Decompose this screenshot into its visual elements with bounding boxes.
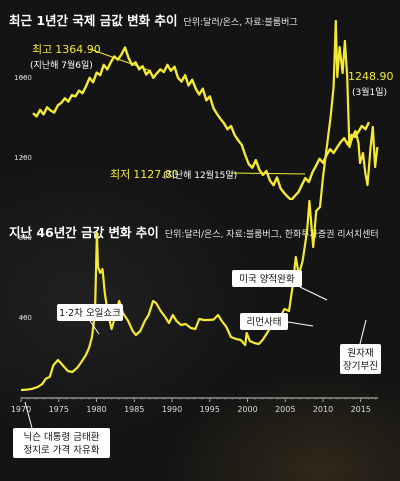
chart2-xtick-label: 2005 — [275, 405, 295, 414]
chart1-min-date: (지난해 12월15일) — [163, 169, 237, 181]
chart1-plot: 최고 1364.90 (지난해 7월6일) 1248.90 (3월1일) 최저 11… — [30, 43, 394, 200]
chart2-unit: 단위:달러/온스, 자료:블룸버그, 한화투자증권 리서치센터 — [164, 230, 379, 240]
chart1-last-value: 1248.90 — [348, 70, 394, 83]
chart2-annotation-label: 리먼사태 — [247, 317, 282, 328]
chart2-xtick-label: 2015 — [351, 405, 371, 414]
chart2-xtick-label: 1995 — [200, 405, 220, 414]
chart2-series-line — [20, 19, 379, 392]
chart2-xtick-label: 1985 — [124, 405, 144, 414]
chart2-xtick-label: 2010 — [313, 405, 333, 414]
chart2-callout-leader — [299, 286, 328, 301]
chart2-callout-leader — [89, 320, 100, 335]
chart1-title: 최근 1년간 국제 금값 변화 추이 단위:달러/온스, 자료:블룸버그 — [9, 10, 298, 29]
chart2-annotation-label: 1·2차 오일쇼크 — [59, 307, 121, 319]
chart2-ytick-label: 1200 — [14, 154, 32, 162]
chart2-callout-box — [57, 304, 123, 321]
chart2-xtick-label: 1990 — [162, 405, 182, 414]
chart2-title: 지난 46년간 금값 변화 추이 단위:달러/온스, 자료:블룸버그, 한화투자증… — [9, 222, 379, 241]
chart2-ytick-label: 800 — [19, 234, 32, 242]
chart2-callout-leader — [287, 321, 314, 327]
chart2-annotation-label: 미국 양적완화 — [239, 273, 295, 285]
chart2-callout-box — [232, 270, 302, 287]
chart1-series-line — [32, 46, 371, 200]
chart1-last-date: (3월1일) — [352, 86, 387, 98]
chart2-xtick-label: 1970 — [11, 405, 31, 414]
chart2-xtick-label: 1980 — [86, 405, 106, 414]
chart2-xtick-label: 1975 — [49, 405, 69, 414]
chart2-title-text: 지난 46년간 금값 변화 추이 — [9, 225, 159, 240]
chart1-unit: 단위:달러/온스, 자료:블룸버그 — [183, 18, 298, 28]
chart2-callout-box — [240, 313, 288, 330]
chart2-callout-oil-shock: 1·2차 오일쇼크 — [57, 304, 123, 335]
chart1-max-date: (지난해 7월6일) — [30, 59, 93, 71]
chart2-callout-leader — [24, 401, 33, 429]
chart1-title-text: 최근 1년간 국제 금값 변화 추이 — [9, 13, 178, 28]
chart2-ytick-label: 400 — [19, 314, 32, 322]
chart1-max-label: 최고 1364.90 — [32, 43, 101, 56]
chart2-ytick-label: 2000 — [14, 0, 32, 2]
chart2-callout-lehman: 리먼사태 — [240, 313, 314, 330]
chart2-annotation-label: 장기부진 — [343, 361, 378, 372]
chart2-annotation-label: 정지로 가격 자유화 — [24, 444, 100, 456]
chart1-min-leader — [230, 172, 306, 175]
chart2-callout-box — [340, 344, 381, 374]
chart1-max-leader — [89, 48, 152, 72]
chart1-min-label: 최저 1127.80 — [110, 168, 179, 181]
chart2-annotation-label: 닉슨 대통령 금태환 — [24, 431, 100, 443]
chart2-callout-qe: 미국 양적완화 — [232, 270, 328, 301]
chart2-ytick-label: 1600 — [14, 74, 32, 82]
chart2-xtick-label: 2000 — [237, 405, 257, 414]
chart2-callout-box — [13, 428, 110, 458]
chart2-annotation-label: 원자재 — [347, 348, 373, 359]
chart2-callout-leader — [359, 319, 367, 345]
